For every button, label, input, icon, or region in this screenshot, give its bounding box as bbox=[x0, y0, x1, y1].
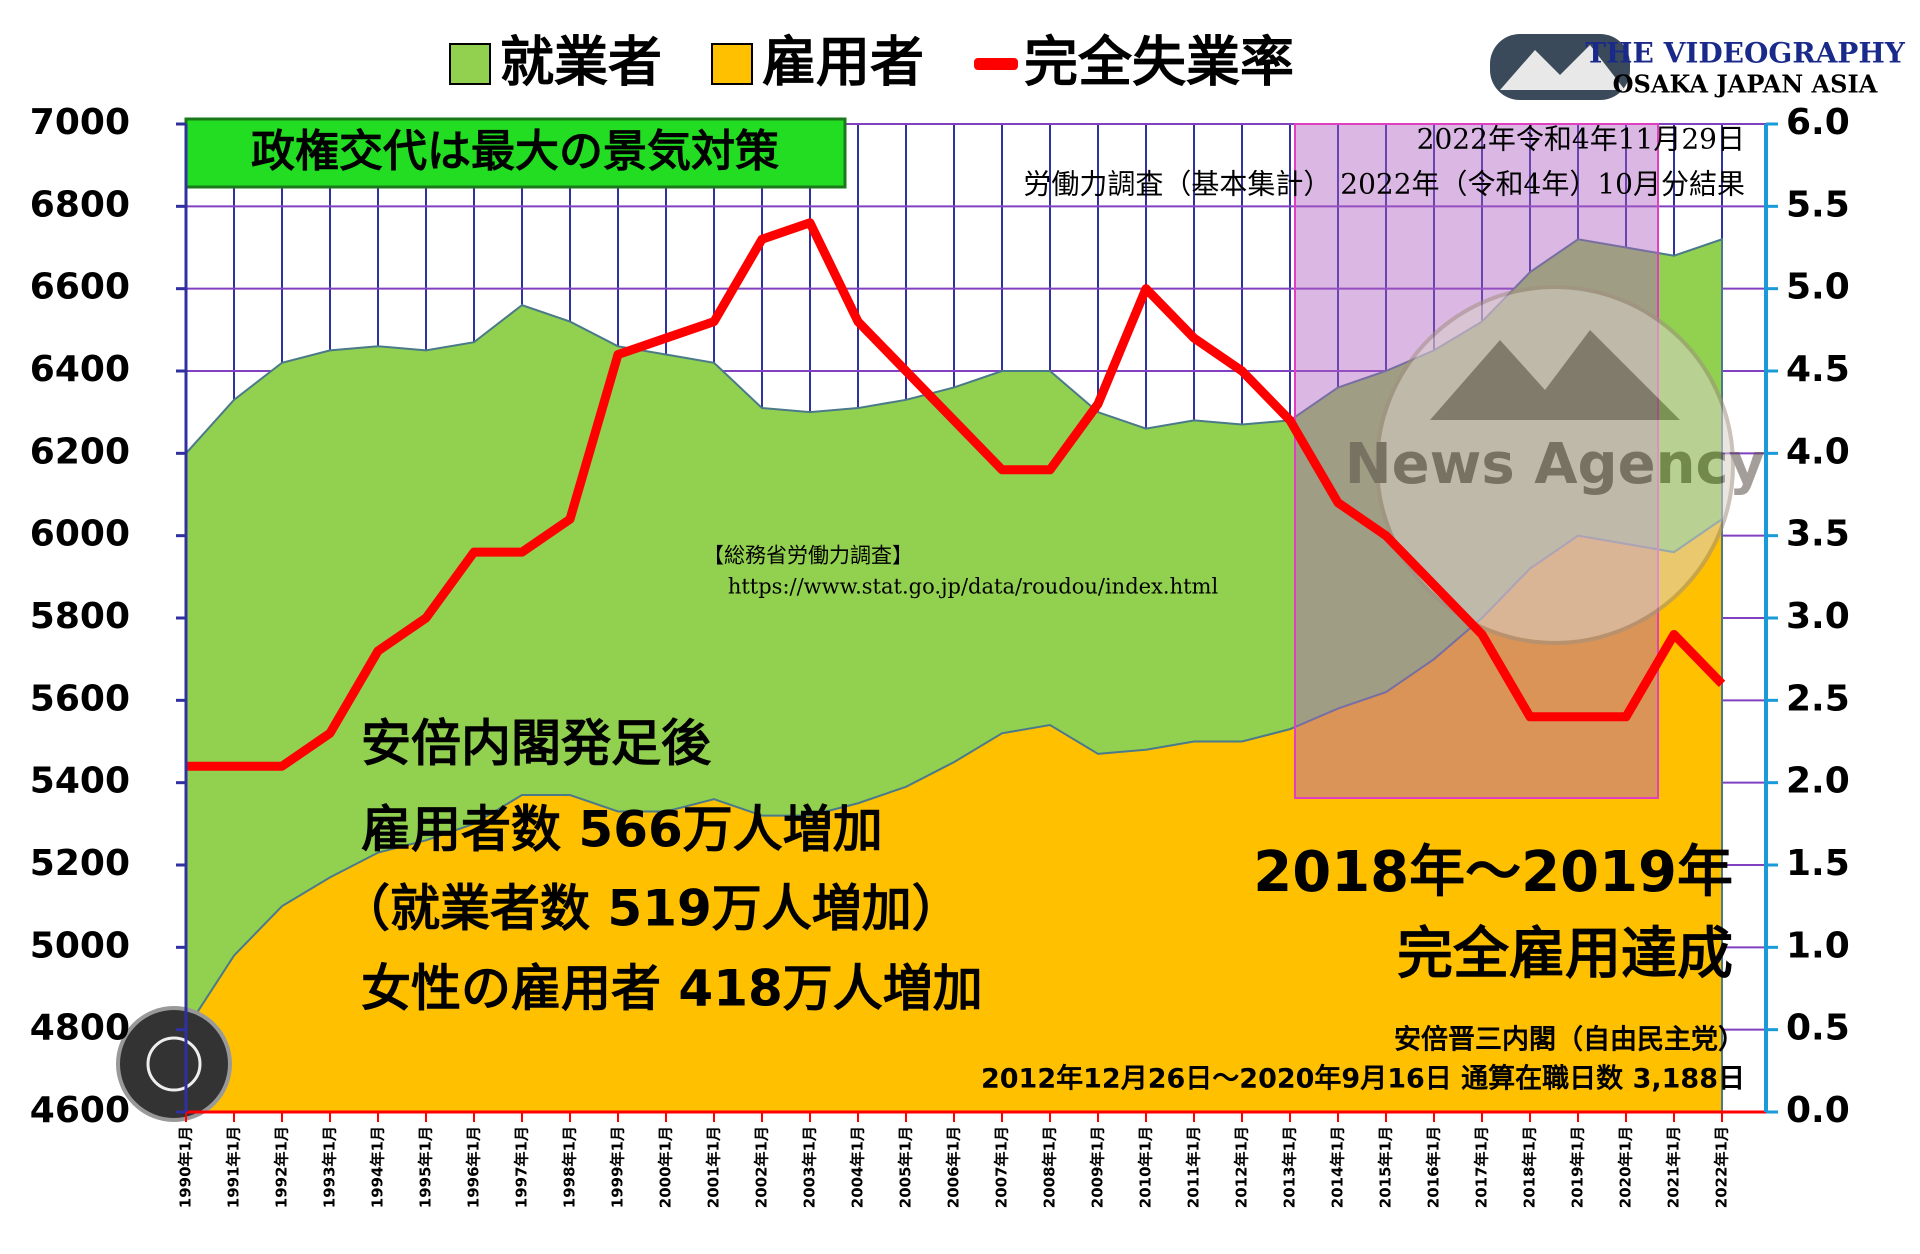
slogan: 政権交代は最大の景気対策 bbox=[251, 126, 779, 177]
x-tick-label: 2008年1月 bbox=[1041, 1126, 1059, 1208]
abe-line: 安倍内閣発足後 bbox=[361, 715, 712, 773]
legend-label: 完全失業率 bbox=[1024, 31, 1294, 94]
lines bbox=[186, 218, 1726, 771]
x-tick-label: 2011年1月 bbox=[1185, 1126, 1203, 1208]
y2-tick-label: 1.0 bbox=[1786, 925, 1850, 966]
y2-tick-label: 4.0 bbox=[1786, 431, 1850, 472]
abe-line: （就業者数 519万人増加） bbox=[340, 880, 962, 938]
x-tick-label: 2013年1月 bbox=[1281, 1126, 1299, 1208]
full-employment: 完全雇用達成 bbox=[1397, 922, 1733, 987]
logo-text: OSAKA JAPAN ASIA bbox=[1613, 70, 1878, 99]
x-tick-label: 2000年1月 bbox=[657, 1126, 675, 1208]
watermark-circle bbox=[1375, 285, 1735, 645]
x-tick-label: 2019年1月 bbox=[1569, 1126, 1587, 1208]
x-tick-label: 2018年1月 bbox=[1521, 1126, 1539, 1208]
x-tick-label: 1996年1月 bbox=[465, 1126, 483, 1208]
logo-text: THE VIDEOGRAPHY bbox=[1585, 37, 1906, 70]
x-tick-label: 2015年1月 bbox=[1377, 1126, 1395, 1208]
logo-mountain bbox=[1500, 45, 1625, 90]
x-tick-label: 1990年1月 bbox=[177, 1126, 195, 1208]
y-tick-label: 4600 bbox=[30, 1090, 130, 1131]
x-tick-label: 1998年1月 bbox=[561, 1126, 579, 1208]
x-tick-label: 2021年1月 bbox=[1665, 1126, 1683, 1208]
x-tick-label: 2010年1月 bbox=[1137, 1126, 1155, 1208]
y-tick-label: 5000 bbox=[30, 925, 130, 966]
y-tick-label: 6000 bbox=[30, 514, 130, 555]
x-tick-label: 1995年1月 bbox=[417, 1126, 435, 1208]
x-tick-label: 2012年1月 bbox=[1233, 1126, 1251, 1208]
x-tick-label: 1993年1月 bbox=[321, 1126, 339, 1208]
x-tick-label: 1992年1月 bbox=[273, 1126, 291, 1208]
survey: 労働力調査（基本集計） 2022年（令和4年）10月分結果 bbox=[1023, 168, 1745, 201]
x-tick-label: 2001年1月 bbox=[705, 1126, 723, 1208]
y2-tick-label: 3.0 bbox=[1786, 596, 1850, 637]
x-tick-label: 2003年1月 bbox=[801, 1126, 819, 1208]
x-tick-label: 2004年1月 bbox=[849, 1126, 867, 1208]
x-tick-label: 1991年1月 bbox=[225, 1126, 243, 1208]
x-tick-label: 2017年1月 bbox=[1473, 1126, 1491, 1208]
y2-tick-label: 3.5 bbox=[1786, 514, 1850, 555]
y-tick-label: 5800 bbox=[30, 596, 130, 637]
watermark: News Agency bbox=[1345, 285, 1765, 645]
slogan-box bbox=[184, 117, 847, 189]
y-tick-label: 4800 bbox=[30, 1008, 130, 1049]
logo: THE VIDEOGRAPHY OSAKA JAPAN ASIA bbox=[1490, 34, 1906, 100]
x-tick-label: 1994年1月 bbox=[369, 1126, 387, 1208]
x-tick-label: 2009年1月 bbox=[1089, 1126, 1107, 1208]
watermark-mountain bbox=[1430, 330, 1680, 420]
legend-swatch bbox=[711, 43, 753, 85]
y-tick-label: 6200 bbox=[30, 431, 130, 472]
y-tick-label: 6400 bbox=[30, 349, 130, 390]
full-employment: 2018年～2019年 bbox=[1253, 840, 1733, 905]
x-tick-label: 2020年1月 bbox=[1617, 1126, 1635, 1208]
url: https://www.stat.go.jp/data/roudou/index… bbox=[728, 575, 1219, 599]
x-tick-label: 2005年1月 bbox=[897, 1126, 915, 1208]
unemployment-line bbox=[186, 218, 1726, 771]
watermark-text: News Agency bbox=[1345, 432, 1765, 497]
badge-ring bbox=[146, 1036, 202, 1092]
y2-tick-label: 0.0 bbox=[1786, 1090, 1850, 1131]
corner-badge bbox=[116, 1006, 232, 1122]
x-tick-label: 2022年1月 bbox=[1713, 1126, 1731, 1208]
x-tick-label: 1997年1月 bbox=[513, 1126, 531, 1208]
y2-tick-label: 6.0 bbox=[1786, 102, 1850, 143]
date: 2022年令和4年11月29日 bbox=[1417, 123, 1745, 156]
x-tick-label: 2014年1月 bbox=[1329, 1126, 1347, 1208]
badge bbox=[116, 1006, 232, 1122]
y-tick-label: 7000 bbox=[30, 102, 130, 143]
y-tick-label: 6800 bbox=[30, 184, 130, 225]
legend-swatch bbox=[449, 43, 491, 85]
x-tick-label: 2002年1月 bbox=[753, 1126, 771, 1208]
y2-tick-label: 2.0 bbox=[1786, 761, 1850, 802]
axes: 1990年1月 1991年1月 1992年1月 1993年1月 1994年1月 1995年… bbox=[30, 102, 1850, 1208]
y-tick-label: 5600 bbox=[30, 678, 130, 719]
y2-tick-label: 5.5 bbox=[1786, 184, 1850, 225]
x-tick-label: 2007年1月 bbox=[993, 1126, 1011, 1208]
legend-label: 雇用者 bbox=[762, 31, 924, 94]
legend: 就業者 雇用者 完全失業率 bbox=[449, 31, 1294, 94]
legend-swatch bbox=[974, 58, 1018, 70]
abe-line: 女性の雇用者 418万人増加 bbox=[361, 960, 983, 1018]
y2-tick-label: 0.5 bbox=[1786, 1008, 1850, 1049]
y2-tick-label: 2.5 bbox=[1786, 678, 1850, 719]
legend-label: 就業者 bbox=[500, 31, 662, 94]
x-tick-label: 2006年1月 bbox=[945, 1126, 963, 1208]
y-tick-label: 6600 bbox=[30, 267, 130, 308]
source: 【総務省労働力調査】 bbox=[703, 544, 913, 568]
term: 2012年12月26日～2020年9月16日 通算在職日数 3,188日 bbox=[981, 1063, 1745, 1095]
y-tick-label: 5400 bbox=[30, 761, 130, 802]
y-tick-label: 5200 bbox=[30, 843, 130, 884]
cabinet: 安倍晋三内閣（自由民主党） bbox=[1394, 1024, 1745, 1056]
y2-tick-label: 1.5 bbox=[1786, 843, 1850, 884]
y2-tick-label: 4.5 bbox=[1786, 349, 1850, 390]
abe-line: 雇用者数 566万人増加 bbox=[361, 801, 883, 859]
x-tick-label: 2016年1月 bbox=[1425, 1126, 1443, 1208]
y2-tick-label: 5.0 bbox=[1786, 267, 1850, 308]
x-tick-label: 1999年1月 bbox=[609, 1126, 627, 1208]
